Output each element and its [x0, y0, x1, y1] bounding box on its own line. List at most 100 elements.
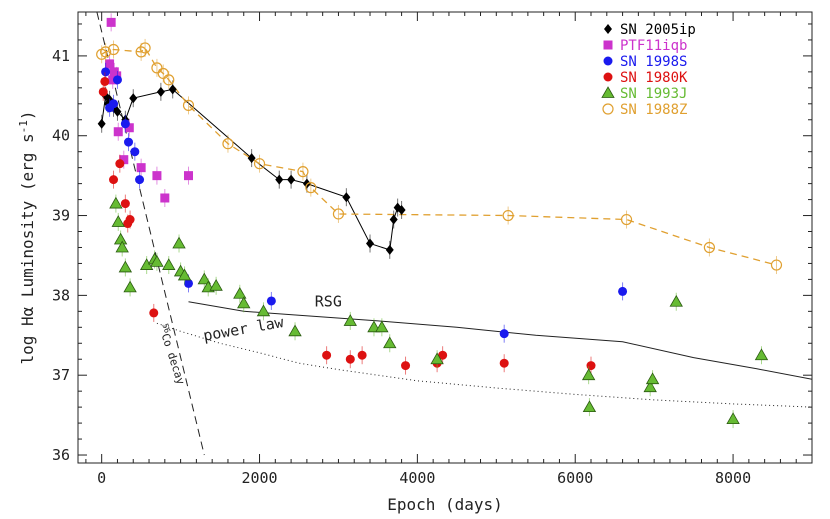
data-point [582, 400, 597, 413]
data-point [322, 350, 332, 360]
data-point [287, 174, 296, 185]
data-point [136, 163, 146, 173]
data-point [383, 336, 397, 349]
y-tick-label: 37 [52, 366, 70, 384]
series-line [101, 88, 402, 251]
co-decay-superscript: 56 [160, 322, 172, 334]
x-axis-label: Epoch (days) [387, 495, 503, 514]
data-point [101, 67, 111, 77]
data-point [107, 43, 120, 56]
data-point [162, 258, 176, 270]
data-point [100, 46, 112, 58]
data-point [135, 46, 147, 58]
data-point [152, 171, 162, 181]
y-axis-label: log Hα Luminosity (erg s-1) [17, 110, 37, 364]
data-point [754, 348, 769, 361]
data-point [129, 93, 138, 104]
data-point [115, 240, 129, 253]
data-point [401, 361, 411, 371]
data-point [106, 17, 116, 27]
co-decay-label: 56Co decay [156, 322, 189, 386]
data-point [100, 76, 110, 86]
plot-frame [77, 11, 813, 464]
legend-marker [603, 40, 613, 50]
data-point [342, 192, 351, 203]
data-point [253, 158, 266, 170]
data-point [124, 123, 134, 133]
data-point [130, 147, 140, 157]
legend-label: SN 1980K [620, 70, 688, 86]
data-point [703, 241, 715, 254]
data-point [115, 159, 125, 169]
data-point [343, 314, 357, 326]
data-point [397, 204, 406, 215]
data-point [168, 84, 177, 95]
data-point [172, 236, 186, 249]
data-point [111, 215, 125, 227]
data-point [247, 153, 256, 164]
data-point [113, 232, 128, 245]
data-point [726, 412, 740, 424]
data-point [209, 278, 223, 291]
data-point [112, 75, 122, 85]
legend-label: SN 2005ip [620, 22, 696, 38]
data-point [139, 42, 151, 54]
y-tick-label: 41 [52, 47, 70, 65]
data-point [119, 155, 129, 165]
x-tick-label: 2000 [241, 469, 277, 487]
data-point [233, 286, 247, 299]
data-point [109, 99, 119, 109]
data-point [430, 352, 444, 365]
legend-label: PTF11iqb [620, 38, 687, 54]
data-point [385, 244, 394, 255]
data-point [581, 368, 596, 381]
legend-marker [601, 86, 615, 98]
power-law-label: power law [202, 313, 286, 345]
legend-marker [602, 103, 614, 115]
legend-label: SN 1988Z [620, 102, 687, 118]
data-points [96, 13, 783, 429]
data-point [618, 286, 628, 296]
axis-ticks: 0 2000 4000 6000 8000 36 37 38 39 40 41 [52, 12, 813, 487]
data-point [302, 178, 311, 189]
legend-marker [603, 56, 613, 66]
data-point [375, 320, 389, 333]
data-point [160, 193, 170, 203]
y-tick-label: 36 [52, 446, 70, 464]
y-tick-label: 39 [52, 207, 70, 225]
data-point [109, 196, 123, 209]
data-point [183, 171, 193, 181]
series-lines [96, 12, 812, 456]
data-point [105, 59, 115, 69]
x-tick-label: 6000 [557, 469, 593, 487]
data-point [125, 215, 135, 225]
data-point [113, 127, 123, 137]
data-point [120, 119, 130, 129]
data-point [123, 280, 137, 293]
data-point [237, 296, 251, 309]
data-point [389, 214, 398, 225]
data-point [586, 361, 596, 371]
x-tick-label: 0 [97, 469, 106, 487]
data-point [120, 199, 130, 209]
co-decay-text: Co decay [159, 332, 188, 387]
data-point [297, 166, 309, 178]
data-point [275, 174, 284, 185]
y-tick-label: 38 [52, 286, 70, 304]
rsg-label: RSG [315, 293, 342, 311]
data-point [156, 86, 165, 97]
data-point [109, 175, 119, 185]
data-point [332, 208, 345, 220]
data-point [305, 182, 317, 194]
data-point [499, 329, 509, 339]
data-point [183, 278, 193, 288]
data-point [197, 272, 211, 285]
data-point [177, 268, 192, 281]
data-point [256, 304, 271, 317]
data-point [157, 67, 169, 80]
data-point [118, 260, 133, 273]
data-point [222, 138, 234, 150]
data-point [345, 354, 355, 364]
